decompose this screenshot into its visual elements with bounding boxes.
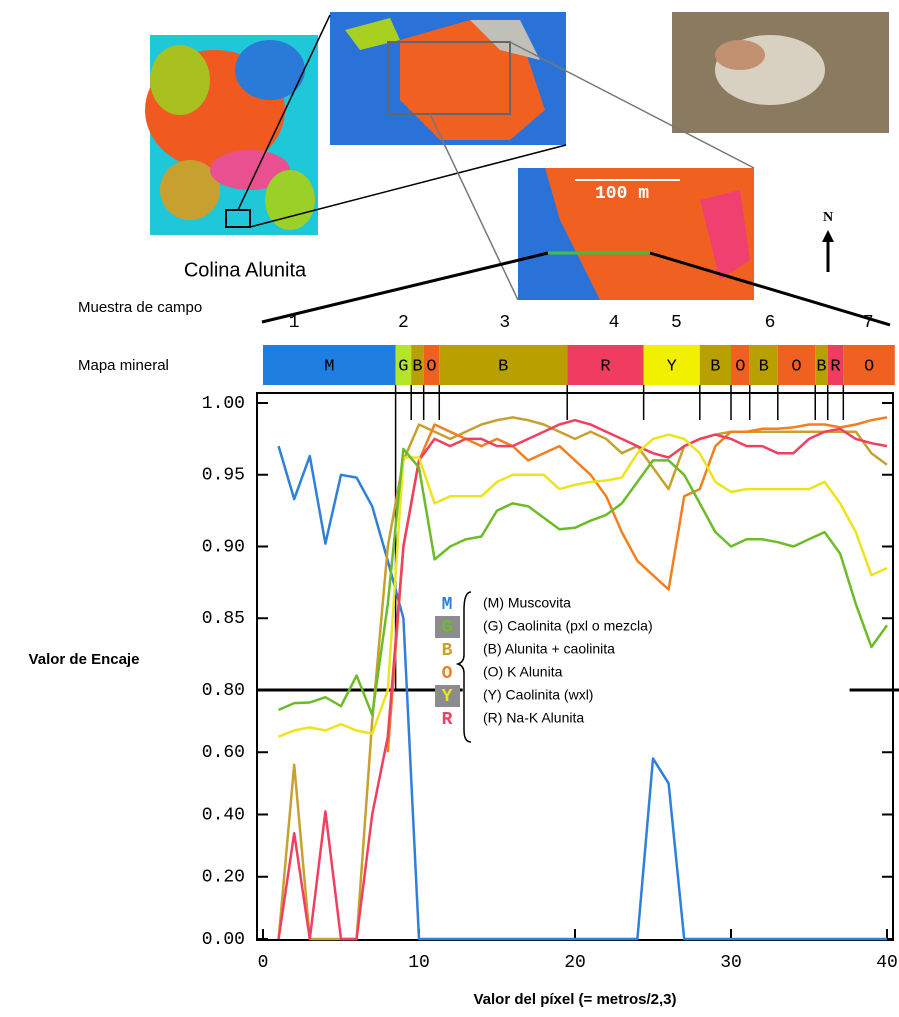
mineral-label: R [600,357,610,376]
mineral-segment [815,345,828,385]
connector-lines [237,14,891,327]
x-axis-title: Valor del píxel (= metros/2,3) [474,991,677,1008]
field-sample-label: 4 [609,313,620,333]
mineral-label: B [710,357,720,376]
y-tick-label: 0.80 [202,681,245,701]
field-sample-label: 7 [863,313,874,333]
legend-key-bg [435,685,460,707]
mineral-label: B [816,357,826,376]
y-tick-label: 0.95 [202,466,245,486]
series-line [277,418,888,941]
field-sample-label: 1 [289,313,300,333]
mineral-segment [567,345,644,385]
mineral-segment [777,345,816,385]
series-line [277,445,887,941]
mineral-label: R [830,357,840,376]
field-sample-label: 6 [765,313,776,333]
y-tick-label: 0.60 [202,743,245,763]
field-row-label: Muestra de campo [78,299,202,316]
mineral-segment [843,345,895,385]
mineral-segment [395,345,412,385]
legend-label: (Y) Caolinita (wxl) [483,687,593,703]
x-tick-label: 0 [258,953,269,973]
y-tick-label: 0.90 [202,537,245,557]
mineral-segment [643,345,700,385]
mineral-label: B [759,357,769,376]
legend-label: (O) K Alunita [483,664,563,680]
legend-key: O [442,664,453,684]
mineral-segment [749,345,778,385]
mineral-label: M [324,357,334,376]
legend-key: B [442,641,453,661]
mineral-label: B [412,357,422,376]
y-tick-label: 0.00 [202,930,245,950]
mineral-segment [423,345,440,385]
zoom-map [518,168,754,300]
mineral-label: O [791,357,801,376]
north-label: N [823,210,833,225]
site-label: Colina Alunita [184,259,307,281]
series-line [278,447,889,717]
field-sample-label: 5 [671,313,682,333]
legend-key: M [442,595,453,615]
satellite-image [672,12,889,133]
mineral-segment [439,345,568,385]
mineral-label: B [498,357,508,376]
y-axis-title: Valor de Encaje [29,651,140,668]
y-tick-label: 1.00 [202,394,245,414]
legend-brace [455,591,472,743]
mineral-segment [731,345,750,385]
y-tick-label: 0.85 [202,609,245,629]
legend-key: Y [442,687,453,707]
map-row-label: Mapa mineral [78,357,169,374]
field-sample-label: 3 [499,313,510,333]
mineral-label: G [398,357,408,376]
mineral-segment [263,345,396,385]
legend-label: (G) Caolinita (pxl o mezcla) [483,618,653,634]
legend-label: (R) Na-K Alunita [483,710,584,726]
legend-key-bg [435,616,460,638]
x-tick-label: 20 [564,953,586,973]
mineral-label: Y [667,357,677,376]
x-tick-label: 10 [408,953,430,973]
series-line [277,416,888,941]
legend-label: (B) Alunita + caolinita [483,641,615,657]
mineral-label: O [426,357,436,376]
scale-label: 100 m [595,184,649,204]
legend-key: R [442,710,453,730]
legend-label: (M) Muscovita [483,595,571,611]
field-sample-label: 2 [398,313,409,333]
mineral-label: O [864,357,874,376]
legend-key: G [442,618,453,638]
mineral-segment [827,345,844,385]
plot-frame [256,392,894,941]
series-line [278,433,888,738]
mineral-segment [411,345,424,385]
y-tick-label: 0.20 [202,868,245,888]
mineral-segment [699,345,731,385]
mineral-label: O [735,357,745,376]
x-tick-label: 30 [720,953,742,973]
regional-map [145,35,318,235]
x-tick-label: 40 [876,953,898,973]
y-tick-label: 0.40 [202,805,245,825]
detail-map [330,12,566,145]
series-line [386,416,888,753]
